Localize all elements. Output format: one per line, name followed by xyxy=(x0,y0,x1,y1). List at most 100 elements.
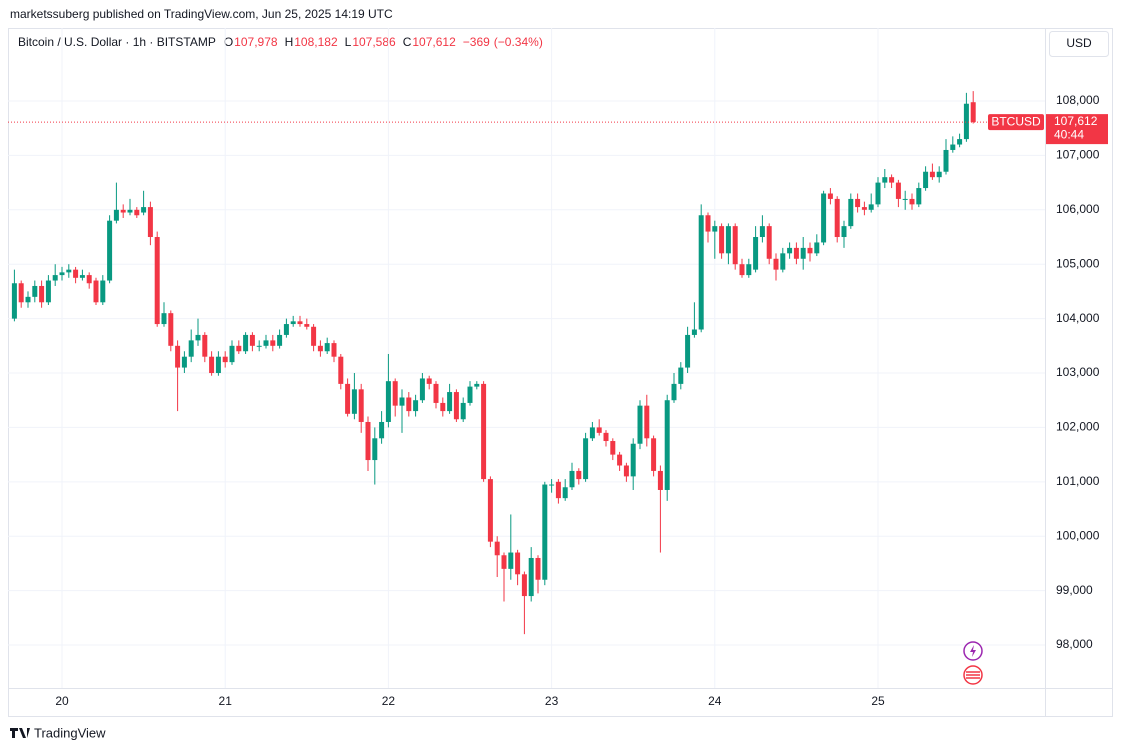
x-tick-label: 21 xyxy=(219,694,233,708)
x-tick-label: 22 xyxy=(382,694,396,708)
candle-body xyxy=(521,574,527,597)
candle-body xyxy=(229,345,235,363)
candle-body xyxy=(297,321,303,325)
currency-label[interactable]: USD xyxy=(1066,36,1092,50)
y-tick-label: 101,000 xyxy=(1056,474,1100,488)
candle-body xyxy=(528,557,534,597)
candle-body xyxy=(154,237,160,325)
symbol-badge xyxy=(988,114,1044,131)
candle-body xyxy=(331,343,337,357)
candle-body xyxy=(861,207,867,210)
candle-body xyxy=(168,313,174,346)
ohlc-value: 107,612 xyxy=(412,35,456,49)
candle-body xyxy=(508,552,514,569)
candle-body xyxy=(936,171,942,178)
candle-body xyxy=(270,340,276,346)
candle-body xyxy=(882,177,888,183)
candle-body xyxy=(555,481,561,499)
candle-body xyxy=(188,340,194,357)
ohlc-value: 107,586 xyxy=(352,35,396,49)
currency-button[interactable] xyxy=(1049,31,1109,57)
candle-body xyxy=(617,454,623,466)
candle-body xyxy=(66,269,72,273)
candle-body xyxy=(345,383,351,414)
candle-body xyxy=(603,432,609,442)
change-pct: (−0.34%) xyxy=(494,35,543,49)
y-tick-label: 99,000 xyxy=(1056,583,1093,597)
chart-frame xyxy=(8,28,1113,717)
candle-body xyxy=(127,209,133,213)
candle-body xyxy=(351,389,357,414)
candle-body xyxy=(494,541,500,556)
y-tick-label: 104,000 xyxy=(1056,311,1100,325)
flag-stripes xyxy=(966,671,980,679)
candle-body xyxy=(569,470,575,488)
candle-body xyxy=(712,226,718,232)
candle-body xyxy=(256,345,262,347)
candle-body xyxy=(215,356,221,374)
candles xyxy=(11,91,976,635)
candle-body xyxy=(18,283,24,303)
ohlc-key: H xyxy=(285,35,294,49)
y-tick-label: 106,000 xyxy=(1056,202,1100,216)
candle-body xyxy=(195,334,201,341)
candle-body xyxy=(32,285,38,297)
y-tick-label: 100,000 xyxy=(1056,528,1100,542)
candle-body xyxy=(467,386,473,403)
candle-body xyxy=(596,427,602,433)
ohlc-value: 108,182 xyxy=(294,35,338,49)
candle-body xyxy=(358,389,364,422)
candle-body xyxy=(263,340,269,346)
candle-body xyxy=(542,484,548,580)
candle-body xyxy=(766,226,772,259)
candle-body xyxy=(324,343,330,352)
candle-body xyxy=(923,171,929,189)
candle-body xyxy=(623,465,629,477)
candle-body xyxy=(392,381,398,406)
candle-body xyxy=(413,400,419,412)
axes: 98,000 99,000 100,000 101,000 102,000 103,000… xyxy=(8,93,1108,708)
candle-body xyxy=(753,237,759,270)
candle-body xyxy=(644,405,650,439)
x-tick-label: 23 xyxy=(545,694,559,708)
candle-body xyxy=(39,285,45,303)
grid xyxy=(8,28,1045,688)
candle-body xyxy=(943,149,949,172)
candle-body xyxy=(664,400,670,490)
candle-body xyxy=(875,182,881,205)
candle-body xyxy=(317,345,323,352)
candle-body xyxy=(759,226,765,238)
candle-body xyxy=(549,484,555,486)
legend: Bitcoin / U.S. Dollar · 1h · BITSTAMP O 10… xyxy=(18,35,543,49)
candle-body xyxy=(365,421,371,461)
candle-body xyxy=(889,177,895,183)
candle-body xyxy=(678,367,684,384)
assistant-bolt xyxy=(970,645,976,657)
candle-body xyxy=(120,209,126,213)
logo-icon xyxy=(10,728,30,738)
candle-body xyxy=(793,247,799,259)
candle-body xyxy=(725,226,731,254)
x-tick-label: 20 xyxy=(55,694,69,708)
candle-body xyxy=(855,198,861,208)
candle-body xyxy=(59,272,65,276)
candle-body xyxy=(583,438,589,480)
candle-body xyxy=(474,383,480,387)
ohlc-key: O xyxy=(224,35,233,49)
candle-body xyxy=(732,226,738,265)
ohlc-key: C xyxy=(403,35,412,49)
candle-body xyxy=(515,552,521,575)
candle-body xyxy=(610,441,616,455)
candle-body xyxy=(637,405,643,444)
candle-body xyxy=(685,334,691,368)
candle-body xyxy=(963,103,969,140)
price-badge-text: 107,612 xyxy=(1054,114,1098,128)
candle-body xyxy=(739,264,745,276)
candle-body xyxy=(929,171,935,178)
candle-body xyxy=(800,247,806,259)
candle-body xyxy=(827,193,833,199)
candle-body xyxy=(277,334,283,346)
candle-body xyxy=(868,204,874,210)
candle-body xyxy=(909,198,915,205)
